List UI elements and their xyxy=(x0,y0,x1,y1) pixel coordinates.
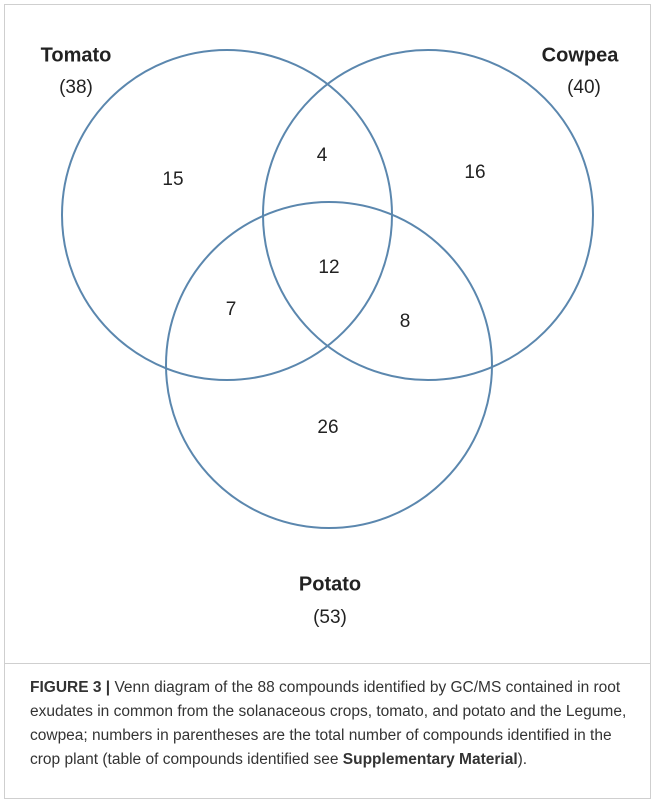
region-count: 12 xyxy=(318,257,339,278)
tomato-circle xyxy=(61,49,393,381)
figure-caption: FIGURE 3 | Venn diagram of the 88 compou… xyxy=(30,676,630,772)
region-count: 15 xyxy=(162,169,183,190)
caption-text: Venn diagram of the 88 compounds identif… xyxy=(30,679,627,768)
region-count: 4 xyxy=(317,145,328,166)
separator xyxy=(4,663,651,664)
set-name: Tomato xyxy=(41,44,112,66)
region-count: 8 xyxy=(400,311,411,332)
venn-diagram: Tomato (38) Cowpea (40) Potato (53) 15 4… xyxy=(41,44,620,628)
set-name: Potato xyxy=(299,573,361,595)
region-count: 26 xyxy=(317,417,338,438)
cowpea-circle xyxy=(262,49,594,381)
region-count: 7 xyxy=(226,299,237,320)
caption-label: FIGURE 3 | xyxy=(30,679,111,696)
set-total: (38) xyxy=(59,77,93,98)
caption-end: ). xyxy=(517,751,528,768)
set-total: (40) xyxy=(567,77,601,98)
figure-frame xyxy=(4,4,651,799)
set-name: Cowpea xyxy=(542,44,620,66)
region-count: 16 xyxy=(464,162,485,183)
caption-link: Supplementary Material xyxy=(342,751,518,768)
potato-circle xyxy=(165,201,493,529)
set-total: (53) xyxy=(313,607,347,628)
